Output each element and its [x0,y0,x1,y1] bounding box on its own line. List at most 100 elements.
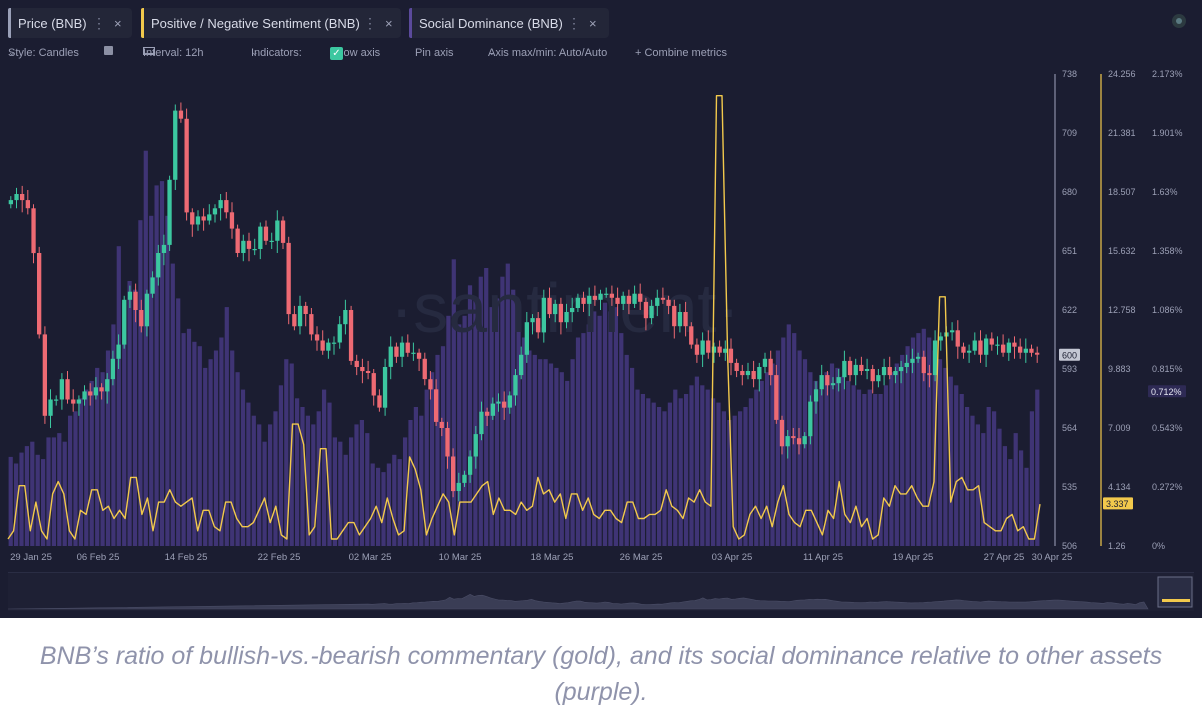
dominance-bar [165,215,170,547]
checkbox-checked-icon[interactable]: ✓ [330,47,343,60]
candle-body [280,220,286,243]
candle-body [314,334,320,341]
pin-axis-label[interactable]: Pin axis [415,47,454,59]
candle-body [320,340,325,351]
dominance-tick-label: 1.358% [1152,246,1183,256]
candle-body [93,387,98,396]
dominance-bar [905,346,910,546]
candle-body [677,312,683,327]
x-tick-label: 27 Apr 25 [984,552,1025,563]
chart-canvas[interactable]: ·santiment· 7387096806516225935645355062… [0,66,1202,572]
candle-body [326,342,331,351]
candle-body [768,358,773,376]
dominance-bar [419,415,424,546]
dominance-bar [727,420,732,546]
dominance-bar [1008,459,1013,546]
dominance-tick-label: 0.815% [1152,364,1183,374]
dominance-bar [575,337,581,546]
dominance-bar [46,437,51,546]
candle-body [961,346,966,353]
candle-body [967,350,972,353]
dominance-bar [651,402,656,546]
candle-body [978,340,983,355]
dominance-bar [657,407,662,546]
dominance-bar [646,398,651,546]
price-tick-label: 680 [1062,187,1077,197]
dominance-bar [867,389,872,546]
dominance-bar [143,150,148,546]
dominance-bar [937,359,943,546]
style-label: Style: Candles [8,47,79,59]
candle-body [1035,352,1040,355]
price-current-badge-bg [1059,348,1080,361]
candle-body [354,360,359,367]
dominance-bar [851,385,856,546]
candle-body [212,208,218,215]
navigator-handle[interactable] [1157,576,1193,608]
dominance-bar [613,307,618,546]
more-icon[interactable]: ⋮ [92,14,106,31]
tab-price[interactable]: Price (BNB) ⋮ × [8,8,132,38]
dominance-bar [597,315,602,546]
dominance-bar [359,420,364,546]
dominance-bar [138,220,143,546]
candle-body [411,352,416,354]
candle-body [99,387,104,392]
dominance-bar [846,380,851,546]
dominance-bar [213,350,219,546]
candle-body [853,364,858,376]
more-icon[interactable]: ⋮ [363,14,377,31]
axes: 738 709 680 651 622 593 564 535 506 24.256 21.381 1… [1059,69,1186,551]
candle-body [133,291,138,310]
tab-social-dominance[interactable]: Social Dominance (BNB) ⋮ × [409,8,609,38]
candle-body [524,322,529,355]
candle-body [25,200,30,209]
candle-body [207,214,212,221]
dominance-bar [224,307,229,546]
more-icon[interactable]: ⋮ [567,14,581,31]
sentiment-tick-label: 21.381 [1108,128,1136,138]
combine-metrics-button[interactable]: + Combine metrics [635,47,728,59]
dominance-bar [819,389,824,546]
dominance-bar [403,437,408,546]
dominance-bar [543,359,548,546]
dominance-bar [349,437,354,546]
price-tick-label: 738 [1062,69,1077,79]
x-tick-label: 18 Mar 25 [531,552,574,563]
dominance-bar [219,337,224,546]
dominance-bar [62,441,67,546]
candle-body [292,314,297,327]
candle-body [864,369,870,371]
candle-body [530,318,535,323]
dominance-bar [24,446,29,546]
range-navigator[interactable] [7,572,1194,611]
candle-body [547,297,552,315]
close-icon[interactable]: × [114,15,122,31]
dominance-bar [873,394,878,546]
santiment-watermark: ·santiment· [390,269,740,347]
dominance-bar [332,437,337,546]
candle-body [655,297,660,306]
close-icon[interactable]: × [385,15,393,31]
candle-body [587,295,592,304]
tab-sentiment[interactable]: Positive / Negative Sentiment (BNB) ⋮ × [141,8,401,38]
dominance-bar [467,285,473,546]
candle-body [337,324,342,343]
x-tick-label: 10 Mar 25 [439,552,482,563]
candle-body [167,179,172,245]
tab-label: Positive / Negative Sentiment (BNB) [151,15,360,31]
dominance-bar [392,454,397,546]
dominance-bar [365,433,370,546]
dominance-bar [538,359,543,546]
dominance-bar [1024,467,1029,546]
close-icon[interactable]: × [589,15,597,31]
dominance-bar [424,389,429,546]
x-tick-label: 22 Feb 25 [258,552,301,563]
candle-body [893,371,898,376]
candle-body [734,362,739,371]
candle-body [984,338,989,355]
candle-body [762,358,768,367]
candle-body [791,436,796,439]
dominance-bar [840,376,845,546]
sentiment-tick-label: 15.632 [1108,246,1136,256]
